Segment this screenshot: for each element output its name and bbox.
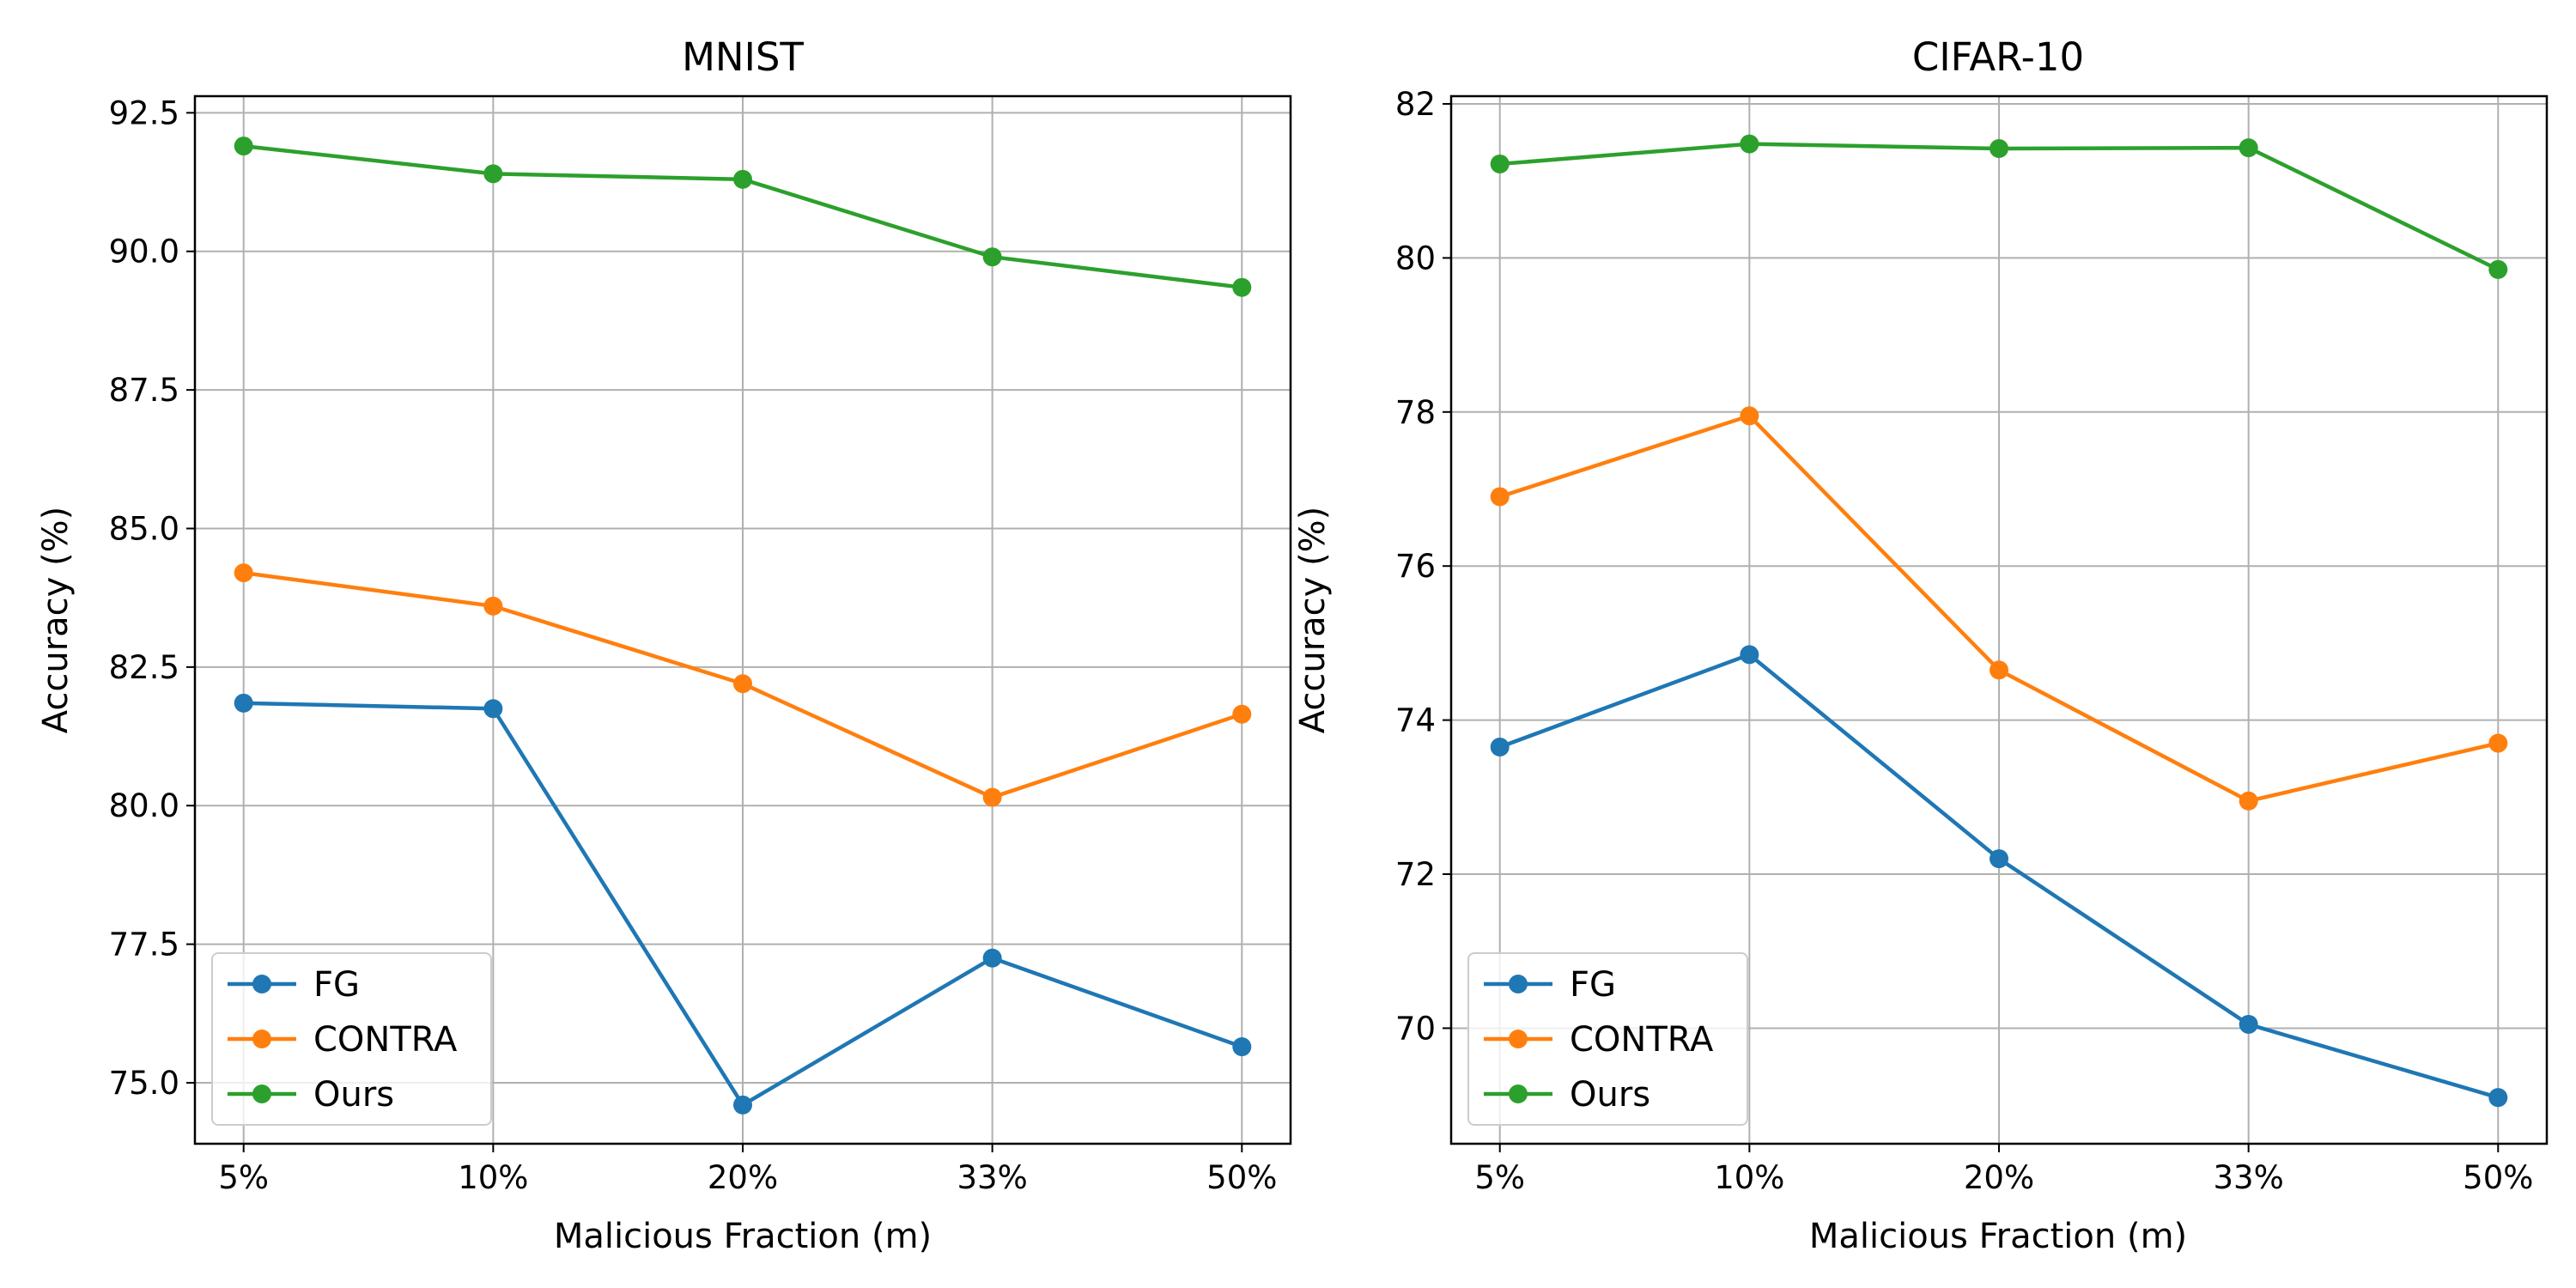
y-tick-label: 72 [1395,856,1436,893]
data-point [2488,1088,2508,1108]
legend-box [1467,952,1748,1126]
data-point [1990,660,2008,680]
y-axis-ticks: 70 72 74 76 78 80 82 [1395,86,1451,1047]
data-point [982,787,1002,807]
y-tick-label: 74 [1395,702,1436,739]
data-point [1990,849,2008,869]
chart-title: MNIST [682,34,804,80]
legend-marker [252,1030,271,1048]
x-tick-label: 20% [708,1159,778,1196]
data-point [1740,134,1759,154]
legend: FG CONTRA Ours [211,952,492,1126]
legend-item-ours: Ours [228,1075,394,1115]
legend-marker [1509,1084,1528,1103]
y-tick-label: 87.5 [109,372,179,409]
legend: FG CONTRA Ours [1467,952,1748,1126]
legend-marker [1509,975,1528,993]
series-ours [234,137,1252,297]
y-tick-label: 92.5 [109,94,179,131]
y-tick-label: 77.5 [109,927,179,963]
legend-item-fg: FG [228,965,360,1005]
legend-item-contra: CONTRA [1484,1020,1714,1060]
legend-label: FG [1570,965,1616,1005]
y-axis-ticks: 75.0 77.5 80.0 82.5 85.0 87.5 90.0 92.5 [109,94,195,1102]
y-tick-label: 82 [1395,86,1436,123]
data-point [2488,259,2508,279]
y-axis-label: Accuracy (%) [36,507,76,734]
series-fg [234,693,1252,1115]
x-tick-label: 50% [2463,1159,2533,1196]
data-point [1740,645,1759,665]
legend-label: Ours [1570,1075,1650,1115]
cifar10-chart-panel: CIFAR-10 Malicious Fraction (m) Accuracy… [1293,34,2549,1256]
mnist-chart-panel: MNIST Malicious Fraction (m) Accuracy (%… [36,34,1292,1256]
x-tick-label: 10% [1714,1159,1784,1196]
series-contra [234,563,1252,807]
data-point [2239,791,2258,811]
x-tick-label: 5% [218,1159,269,1196]
x-tick-label: 50% [1206,1159,1277,1196]
data-point [483,699,503,719]
data-point [483,596,503,616]
y-tick-label: 85.0 [109,510,179,547]
legend-label: FG [313,965,360,1005]
x-tick-label: 20% [1964,1159,2034,1196]
legend-marker [1509,1030,1528,1048]
data-point [483,164,503,184]
x-axis-label: Malicious Fraction (m) [554,1217,932,1256]
data-point [234,563,253,583]
data-point [2239,138,2258,158]
x-tick-label: 5% [1474,1159,1525,1196]
legend-label: CONTRA [313,1020,458,1060]
legend-marker [252,975,271,993]
data-point [234,693,253,713]
data-point [1740,406,1759,426]
data-point [1990,139,2008,158]
y-tick-label: 90.0 [109,234,179,270]
data-point [2488,733,2508,753]
legend-box [211,952,492,1126]
series-fg [1490,645,2508,1108]
x-tick-label: 33% [2214,1159,2284,1196]
y-tick-label: 80.0 [109,787,179,824]
series-contra [1490,406,2508,811]
data-point [1232,277,1252,297]
legend-label: CONTRA [1570,1020,1714,1060]
chart-title: CIFAR-10 [1912,34,2084,80]
data-point [1490,487,1510,507]
data-point [1232,704,1252,724]
y-axis-label: Accuracy (%) [1293,507,1333,734]
legend-item-ours: Ours [1484,1075,1650,1115]
data-point [2239,1014,2258,1034]
y-tick-label: 82.5 [109,649,179,686]
legend-item-contra: CONTRA [228,1020,458,1060]
legend-label: Ours [313,1075,394,1115]
y-tick-label: 76 [1395,548,1436,585]
y-tick-label: 78 [1395,394,1436,431]
legend-item-fg: FG [1484,965,1616,1005]
data-point [1232,1037,1252,1057]
y-tick-label: 80 [1395,240,1436,276]
data-point [1490,738,1510,757]
data-point [982,948,1002,968]
data-point [234,137,253,156]
x-tick-label: 33% [957,1159,1028,1196]
data-point [1490,154,1510,173]
data-point [733,169,752,189]
legend-marker [252,1084,271,1103]
data-point [982,247,1002,267]
series-ours [1490,134,2508,279]
x-axis-ticks: 5% 10% 20% 33% 50% [218,1144,1277,1196]
data-point [733,674,752,694]
y-tick-label: 70 [1395,1010,1436,1047]
data-point [733,1095,752,1115]
x-tick-label: 10% [458,1159,528,1196]
x-axis-label: Malicious Fraction (m) [1809,1217,2187,1256]
x-axis-ticks: 5% 10% 20% 33% 50% [1474,1144,2533,1196]
y-tick-label: 75.0 [109,1065,179,1102]
